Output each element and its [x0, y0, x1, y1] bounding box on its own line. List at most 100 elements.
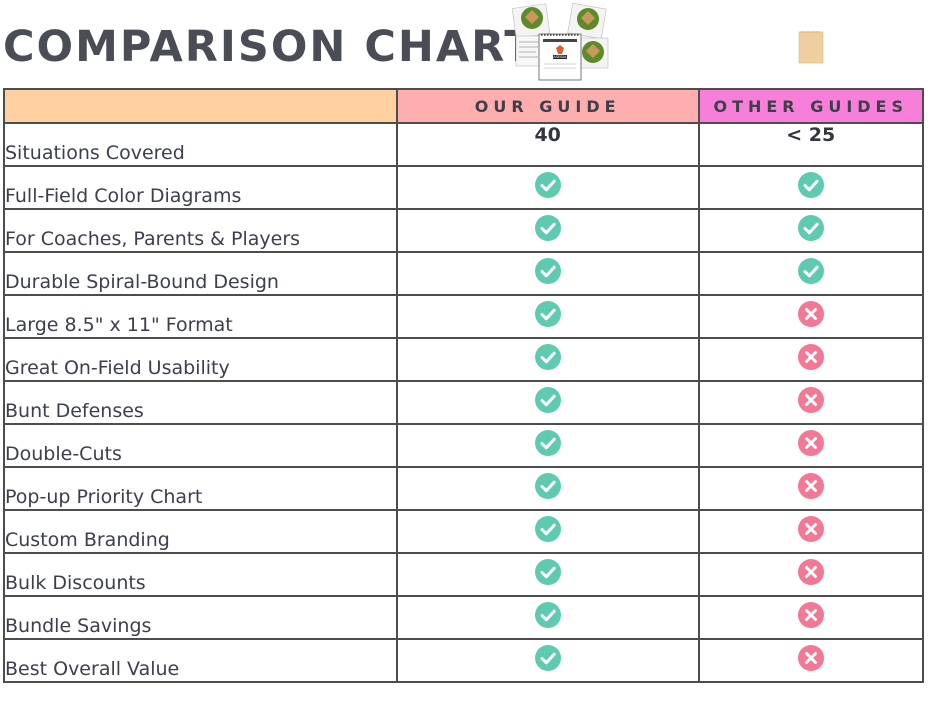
feature-label: Great On-Field Usability: [5, 357, 230, 379]
other-guides-cell: [697, 509, 924, 554]
cross-icon: [797, 558, 824, 585]
check-icon: [797, 257, 824, 284]
feature-cell: Pop-up Priority Chart: [3, 466, 398, 511]
check-icon: [534, 558, 561, 585]
check-icon: [534, 257, 561, 284]
feature-cell: Custom Branding: [3, 509, 398, 554]
check-icon: [797, 171, 824, 198]
our-guide-cell: [395, 466, 700, 511]
field-diagram-card: [567, 2, 607, 40]
table-row: Bundle Savings: [3, 595, 924, 640]
cross-icon: [797, 429, 824, 456]
table-row: Situations Covered 40 < 25: [3, 122, 924, 167]
table-body: Situations Covered 40 < 25 Full-Field Color…: [3, 122, 924, 683]
cross-icon: [797, 300, 824, 327]
check-icon: [534, 472, 561, 499]
cross-icon: [797, 515, 824, 542]
feature-label: Pop-up Priority Chart: [5, 486, 203, 508]
feature-label: Double-Cuts: [5, 443, 122, 465]
cross-icon: [797, 386, 824, 413]
table-row: Double-Cuts: [3, 423, 924, 468]
our-guide-cell: 40: [395, 122, 700, 167]
check-icon: [534, 644, 561, 671]
other-guides-cell: [697, 466, 924, 511]
feature-label: Situations Covered: [5, 142, 185, 164]
our-guide-cell: [395, 208, 700, 253]
feature-cell: Durable Spiral-Bound Design: [3, 251, 398, 296]
check-icon: [534, 601, 561, 628]
cross-icon: [797, 601, 824, 628]
feature-label: Bulk Discounts: [5, 572, 146, 594]
header-our-guide: OUR GUIDE: [395, 88, 700, 124]
other-guides-cell: [697, 423, 924, 468]
other-guides-cell: [697, 294, 924, 339]
table-row: For Coaches, Parents & Players: [3, 208, 924, 253]
feature-cell: Double-Cuts: [3, 423, 398, 468]
feature-label: Durable Spiral-Bound Design: [5, 271, 279, 293]
field-diagram-card: [512, 3, 551, 39]
other-guides-cell: [697, 165, 924, 210]
our-guide-cell: [395, 294, 700, 339]
feature-cell: Bulk Discounts: [3, 552, 398, 597]
cross-icon: [797, 343, 824, 370]
our-guide-cell: [395, 165, 700, 210]
table-row: Durable Spiral-Bound Design: [3, 251, 924, 296]
check-icon: [534, 515, 561, 542]
feature-label: Bunt Defenses: [5, 400, 144, 422]
check-icon: [797, 214, 824, 241]
other-guides-cell: [697, 552, 924, 597]
other-guides-cell: [697, 251, 924, 296]
product-guide-image: BASEBALL: [512, 2, 609, 81]
cross-icon: [797, 644, 824, 671]
check-icon: [534, 343, 561, 370]
table-row: Large 8.5" x 11" Format: [3, 294, 924, 339]
field-diagram-card: [577, 37, 609, 69]
check-icon: [534, 214, 561, 241]
feature-label: For Coaches, Parents & Players: [5, 228, 301, 250]
feature-cell: Full-Field Color Diagrams: [3, 165, 398, 210]
other-guides-cell: < 25: [697, 122, 924, 167]
check-icon: [534, 429, 561, 456]
check-icon: [534, 386, 561, 413]
other-guides-cell: [697, 337, 924, 382]
table-row: Pop-up Priority Chart: [3, 466, 924, 511]
feature-cell: For Coaches, Parents & Players: [3, 208, 398, 253]
other-guides-cell: [697, 595, 924, 640]
feature-label: Custom Branding: [5, 529, 170, 551]
our-guide-cell: [395, 251, 700, 296]
feature-cell: Bundle Savings: [3, 595, 398, 640]
field-diagram-card: [515, 35, 543, 67]
table-header-row: OUR GUIDE OTHER GUIDES: [3, 88, 924, 124]
table-row: Custom Branding: [3, 509, 924, 554]
table-row: Bunt Defenses: [3, 380, 924, 425]
other-guides-cell: [697, 638, 924, 683]
feature-cell: Bunt Defenses: [3, 380, 398, 425]
table-row: Best Overall Value: [3, 638, 924, 683]
our-guide-cell: [395, 423, 700, 468]
our-guide-cell: [395, 337, 700, 382]
page-title: COMPARISON CHART: [3, 22, 536, 72]
feature-label: Full-Field Color Diagrams: [5, 185, 242, 207]
table-row: Full-Field Color Diagrams: [3, 165, 924, 210]
header-feature-cell: [3, 88, 398, 124]
table-row: Great On-Field Usability: [3, 337, 924, 382]
our-guide-cell: [395, 638, 700, 683]
notepad-image: [798, 31, 824, 64]
check-icon: [534, 171, 561, 198]
table-row: Bulk Discounts: [3, 552, 924, 597]
our-guide-cell: [395, 552, 700, 597]
feature-label: Best Overall Value: [5, 658, 180, 680]
our-guide-cell: [395, 380, 700, 425]
svg-text:BASEBALL: BASEBALL: [551, 55, 569, 59]
feature-label: Bundle Savings: [5, 615, 152, 637]
feature-cell: Large 8.5" x 11" Format: [3, 294, 398, 339]
feature-label: Large 8.5" x 11" Format: [5, 314, 233, 336]
other-guides-cell: [697, 380, 924, 425]
header-other-guides: OTHER GUIDES: [697, 88, 924, 124]
cross-icon: [797, 472, 824, 499]
feature-cell: Best Overall Value: [3, 638, 398, 683]
other-guides-cell: [697, 208, 924, 253]
guide-book-cover: BASEBALL: [538, 33, 582, 81]
comparison-table: OUR GUIDE OTHER GUIDES Situations Covere…: [3, 88, 924, 683]
our-guide-cell: [395, 595, 700, 640]
